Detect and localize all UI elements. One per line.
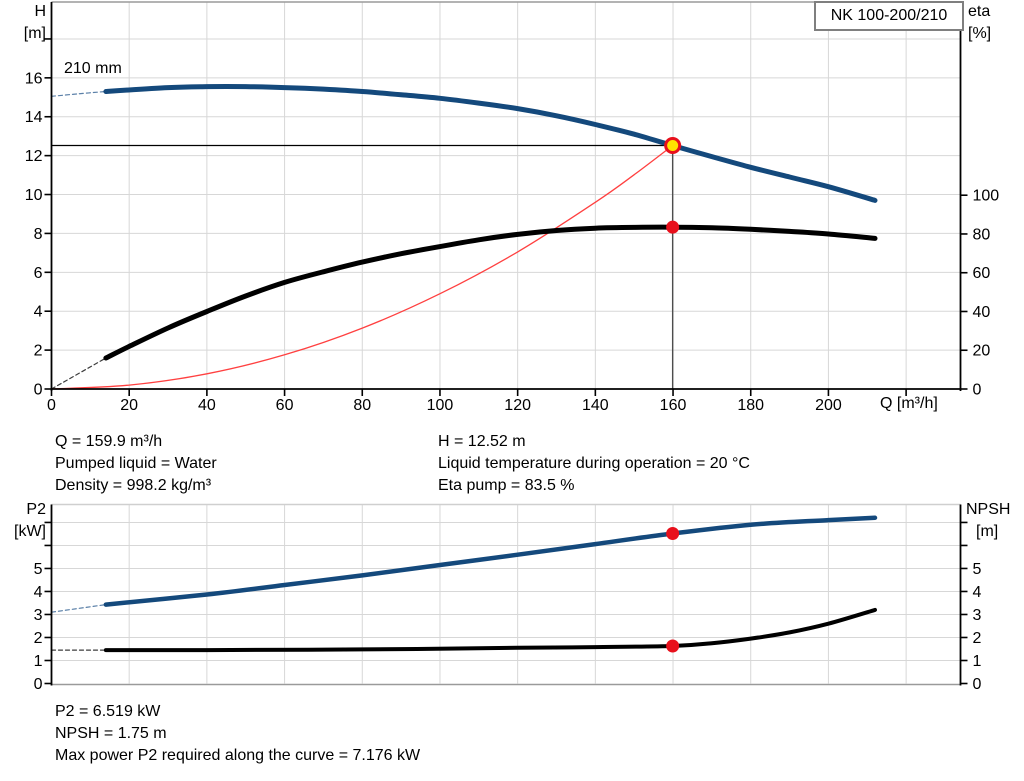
duty-info-left: Q = 159.9 m³/h Pumped liquid = Water Den… bbox=[55, 431, 217, 497]
svg-text:2: 2 bbox=[973, 630, 982, 647]
p2-axis-unit: [kW] bbox=[14, 523, 46, 540]
svg-text:1: 1 bbox=[973, 653, 982, 670]
p2-axis-unit-label: P2 [kW] bbox=[2, 499, 46, 543]
pumped-liquid-text: Pumped liquid = Water bbox=[55, 455, 217, 472]
svg-text:1: 1 bbox=[34, 653, 43, 670]
svg-text:100: 100 bbox=[973, 188, 1000, 205]
svg-text:40: 40 bbox=[198, 397, 216, 414]
svg-text:180: 180 bbox=[737, 397, 764, 414]
duty-guide-lines bbox=[51, 144, 674, 389]
svg-text:10: 10 bbox=[25, 187, 43, 204]
eta-pump-text: Eta pump = 83.5 % bbox=[438, 477, 575, 494]
duty-point-markers bbox=[666, 526, 680, 653]
svg-text:20: 20 bbox=[120, 397, 138, 414]
npsh-axis-unit: [m] bbox=[976, 523, 999, 540]
svg-text:16: 16 bbox=[25, 70, 43, 87]
h-axis-symbol: H bbox=[34, 3, 46, 20]
svg-text:120: 120 bbox=[504, 397, 531, 414]
svg-text:60: 60 bbox=[276, 397, 294, 414]
power-npsh-chart: 0 1 2 3 4 5 0 1 2 3 4 5 bbox=[34, 503, 982, 693]
svg-text:3: 3 bbox=[34, 607, 43, 624]
head-curve-extrapolation bbox=[50, 90, 107, 97]
svg-text:160: 160 bbox=[660, 397, 687, 414]
npsh-axis-unit-label: NPSH [m] bbox=[966, 499, 1010, 543]
system-curve bbox=[50, 144, 674, 390]
p2-curve bbox=[103, 515, 878, 607]
eta-axis-unit: [%] bbox=[968, 25, 992, 42]
impeller-diameter-label: 210 mm bbox=[64, 60, 122, 77]
density-text: Density = 998.2 kg/m³ bbox=[55, 477, 212, 494]
gridlines bbox=[51, 503, 961, 686]
q-axis-unit-label: Q [m³/h] bbox=[880, 395, 938, 412]
p2-axis-symbol: P2 bbox=[26, 501, 46, 518]
efficiency-point-marker bbox=[666, 220, 680, 234]
npsh-point-marker bbox=[666, 639, 680, 653]
p2-value-text: P2 = 6.519 kW bbox=[55, 703, 161, 720]
tick-labels: 0 1 2 3 4 5 0 1 2 3 4 5 bbox=[34, 561, 982, 693]
pump-model-box: NK 100-200/210 bbox=[814, 1, 964, 31]
svg-text:0: 0 bbox=[47, 397, 56, 414]
svg-text:14: 14 bbox=[25, 109, 43, 126]
gridlines bbox=[51, 1, 961, 389]
svg-text:5: 5 bbox=[34, 561, 43, 578]
h-axis-unit: [m] bbox=[23, 25, 46, 42]
eta-axis-symbol: eta bbox=[968, 3, 991, 20]
head-curve-210mm bbox=[103, 83, 878, 203]
p2-point-marker bbox=[666, 526, 680, 540]
svg-text:2: 2 bbox=[34, 343, 43, 360]
svg-text:3: 3 bbox=[973, 607, 982, 624]
duty-info-right: H = 12.52 m Liquid temperature during op… bbox=[438, 431, 750, 497]
p2-curve-extrapolation bbox=[50, 604, 107, 613]
svg-text:0: 0 bbox=[973, 382, 982, 399]
svg-text:8: 8 bbox=[34, 226, 43, 243]
svg-text:60: 60 bbox=[973, 265, 991, 282]
svg-text:6: 6 bbox=[34, 265, 43, 282]
axes bbox=[44, 504, 968, 686]
svg-text:40: 40 bbox=[973, 304, 991, 321]
power-info-block: P2 = 6.519 kW NPSH = 1.75 m Max power P2… bbox=[55, 701, 420, 767]
svg-text:20: 20 bbox=[973, 343, 991, 360]
axes bbox=[44, 2, 968, 396]
svg-text:80: 80 bbox=[353, 397, 371, 414]
duty-flow-text: Q = 159.9 m³/h bbox=[55, 433, 163, 450]
svg-text:0: 0 bbox=[973, 676, 982, 693]
efficiency-curve bbox=[103, 224, 878, 361]
svg-text:200: 200 bbox=[815, 397, 842, 414]
eta-axis-unit-label: eta [%] bbox=[968, 1, 991, 45]
svg-text:4: 4 bbox=[973, 584, 982, 601]
svg-text:80: 80 bbox=[973, 226, 991, 243]
svg-text:0: 0 bbox=[34, 676, 43, 693]
npsh-curve bbox=[103, 607, 877, 653]
npsh-value-text: NPSH = 1.75 m bbox=[55, 725, 167, 742]
svg-text:140: 140 bbox=[582, 397, 609, 414]
efficiency-curve-extrapolation bbox=[50, 357, 107, 390]
npsh-axis-symbol: NPSH bbox=[966, 501, 1011, 518]
svg-text:12: 12 bbox=[25, 148, 43, 165]
h-axis-unit-label: H [m] bbox=[2, 1, 46, 45]
duty-point-markers bbox=[664, 137, 682, 234]
liquid-temperature-text: Liquid temperature during operation = 20… bbox=[438, 455, 750, 472]
svg-text:4: 4 bbox=[34, 304, 43, 321]
svg-text:4: 4 bbox=[34, 584, 43, 601]
duty-point-marker bbox=[664, 137, 682, 155]
svg-text:2: 2 bbox=[34, 630, 43, 647]
max-power-text: Max power P2 required along the curve = … bbox=[55, 747, 421, 764]
duty-head-text: H = 12.52 m bbox=[438, 433, 526, 450]
svg-text:100: 100 bbox=[427, 397, 454, 414]
svg-text:5: 5 bbox=[973, 561, 982, 578]
svg-text:0: 0 bbox=[34, 382, 43, 399]
